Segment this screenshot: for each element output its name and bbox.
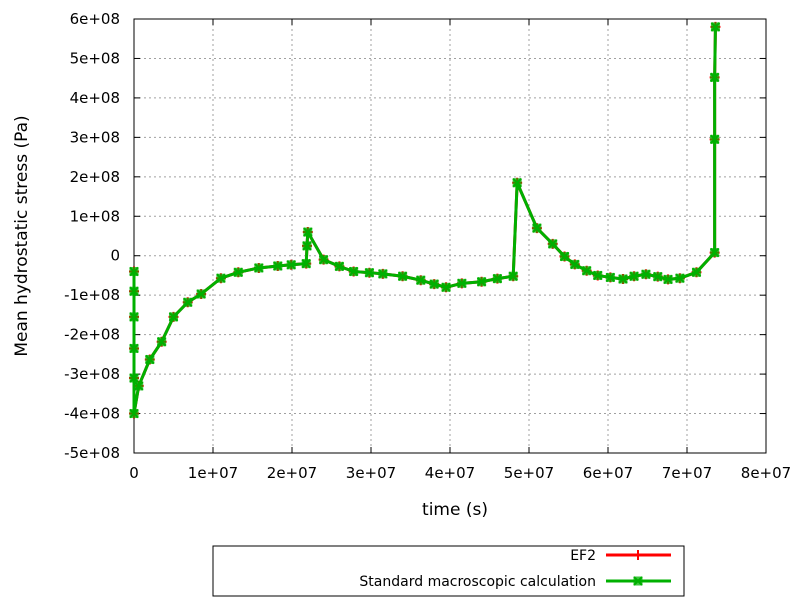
data-point-standard <box>129 266 139 277</box>
data-point-standard <box>129 286 139 296</box>
data-point-standard <box>663 274 673 285</box>
data-point-standard <box>512 178 522 188</box>
series-line-ef2 <box>132 26 717 416</box>
data-point-standard <box>559 251 570 262</box>
x-tick-label: 4e+07 <box>425 464 475 482</box>
series-standard <box>129 22 721 419</box>
data-point-standard <box>318 254 329 265</box>
y-tick-label: -1e+08 <box>64 286 120 304</box>
legend-label-standard: Standard macroscopic calculation <box>359 574 596 590</box>
x-tick-label: 6e+07 <box>583 464 633 482</box>
data-point-standard <box>710 22 721 32</box>
y-tick-label: -5e+08 <box>64 444 120 462</box>
legend-label-ef2: EF2 <box>570 548 596 564</box>
data-point-standard <box>286 260 296 270</box>
data-point-standard <box>129 408 139 419</box>
data-series <box>129 21 721 419</box>
x-axis-label: time (s) <box>422 500 488 520</box>
data-point-standard <box>457 278 467 289</box>
grid-lines <box>134 19 766 453</box>
data-point-standard <box>233 267 243 278</box>
data-point-standard <box>145 354 155 365</box>
data-point-standard <box>547 239 558 249</box>
y-tick-label: -3e+08 <box>64 365 120 383</box>
legend-box <box>212 545 685 597</box>
data-point-standard <box>378 269 388 279</box>
data-point-standard <box>441 282 451 292</box>
legend-marker-standard <box>633 576 643 586</box>
y-tick-label: 2e+08 <box>70 168 120 186</box>
data-point-standard <box>416 275 426 285</box>
data-point-standard <box>492 273 503 284</box>
data-point-standard <box>348 266 359 277</box>
data-point-standard <box>691 267 702 278</box>
legend: EF2 Standard macroscopic calculation <box>212 545 685 597</box>
series-line-standard <box>132 26 717 416</box>
data-point-standard <box>129 343 139 354</box>
data-point-standard <box>593 270 603 281</box>
data-point-standard <box>168 312 179 322</box>
data-point-standard <box>273 261 283 271</box>
data-point-standard <box>709 247 720 258</box>
x-tick-label: 0 <box>129 464 139 482</box>
y-tick-label: 3e+08 <box>70 128 120 146</box>
data-point-standard <box>129 373 139 383</box>
data-point-standard <box>301 258 311 269</box>
data-point-standard <box>254 263 264 273</box>
x-tick-label: 7e+07 <box>662 464 712 482</box>
x-tick-label: 8e+07 <box>741 464 791 482</box>
y-tick-label: -4e+08 <box>64 405 120 423</box>
data-point-standard <box>570 259 580 270</box>
y-tick-label: 6e+08 <box>70 10 120 28</box>
data-point-standard <box>302 241 312 251</box>
data-point-standard <box>196 289 206 299</box>
y-tick-label: 5e+08 <box>70 49 120 67</box>
legend-sample-ef2 <box>606 550 671 560</box>
data-point-standard <box>429 279 439 289</box>
data-point-standard <box>675 273 685 283</box>
data-point-standard <box>532 223 542 233</box>
data-point-standard <box>629 271 639 281</box>
data-point-standard <box>581 266 592 276</box>
y-tick-label: -2e+08 <box>64 326 120 344</box>
legend-sample-standard <box>606 576 671 586</box>
data-point-standard <box>129 312 139 322</box>
data-point-standard <box>508 271 518 281</box>
x-tick-label: 3e+07 <box>346 464 396 482</box>
x-tick-label: 2e+07 <box>267 464 317 482</box>
data-point-standard <box>334 261 345 272</box>
data-point-standard <box>156 337 167 347</box>
data-point-standard <box>618 274 628 284</box>
y-tick-label: 1e+08 <box>70 207 120 225</box>
y-axis-label: Mean hydrostatic stress (Pa) <box>12 115 32 356</box>
data-point-standard <box>183 297 193 307</box>
data-point-standard <box>303 227 313 237</box>
data-point-standard <box>476 277 487 287</box>
data-point-standard <box>653 271 663 282</box>
x-tick-label: 1e+07 <box>188 464 238 482</box>
axis-ticks: 0 1e+07 2e+07 3e+07 4e+07 5e+07 6e+07 7e+07 8e+0… <box>64 10 791 482</box>
data-point-standard <box>605 272 616 283</box>
legend-marker-ef2 <box>633 550 643 560</box>
data-point-standard <box>641 269 651 279</box>
data-point-standard <box>709 134 720 145</box>
data-point-standard <box>709 72 720 83</box>
y-tick-label: 4e+08 <box>70 89 120 107</box>
y-tick-label: 0 <box>110 247 120 265</box>
x-tick-label: 5e+07 <box>504 464 554 482</box>
data-point-standard <box>134 381 144 391</box>
data-point-standard <box>397 271 408 281</box>
data-point-standard <box>216 273 226 283</box>
data-point-standard <box>364 267 375 278</box>
series-ef2 <box>129 21 721 419</box>
